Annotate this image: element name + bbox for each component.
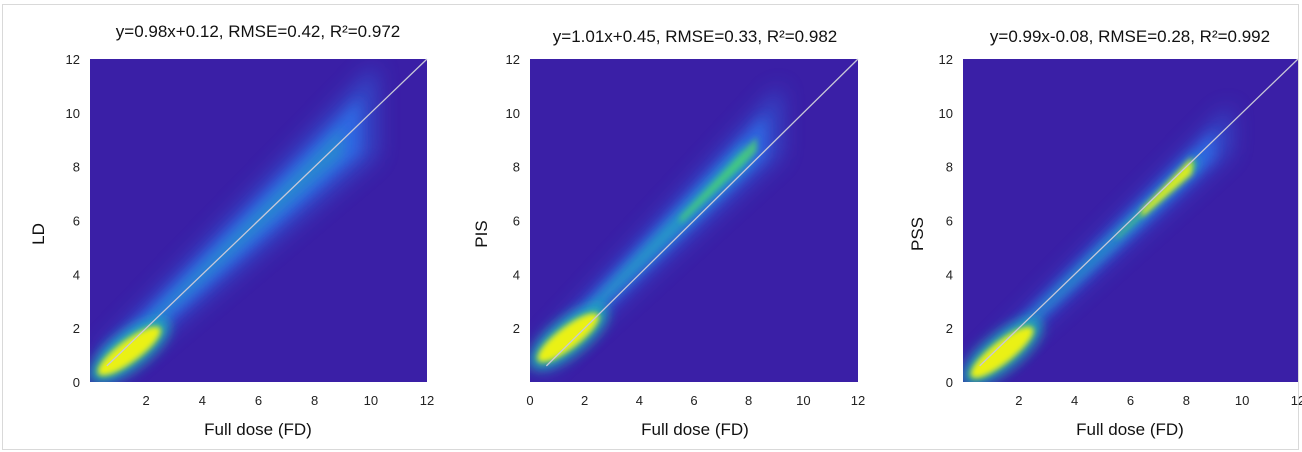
x-tick-label: 2 <box>1015 393 1022 408</box>
y-tick-label: 8 <box>73 160 80 175</box>
y-tick-label: 2 <box>73 321 80 336</box>
panel-title: y=0.99x-0.08, RMSE=0.28, R²=0.992 <box>990 27 1270 46</box>
density-band <box>590 141 749 315</box>
x-tick-label: 10 <box>796 393 810 408</box>
y-tick-label: 12 <box>506 52 520 67</box>
x-tick-label: 6 <box>1127 393 1134 408</box>
dense-cluster <box>970 326 1034 379</box>
density-plot <box>530 59 858 382</box>
y-tick-label: 2 <box>513 321 520 336</box>
x-axis-label: Full dose (FD) <box>1076 420 1184 439</box>
y-tick-label: 12 <box>66 52 80 67</box>
identity-line <box>106 58 428 367</box>
x-tick-label: 4 <box>199 393 206 408</box>
identity-line <box>979 58 1299 367</box>
y-tick-label: 0 <box>73 375 80 390</box>
y-tick-label: 6 <box>513 214 520 229</box>
y-tick-label: 8 <box>946 160 953 175</box>
panel-ld: y=0.98x+0.12, RMSE=0.42, R²=0.972 2 4 6 8 10… <box>29 22 434 439</box>
panel-title: y=0.98x+0.12, RMSE=0.42, R²=0.972 <box>116 22 400 41</box>
panel-title: y=1.01x+0.45, RMSE=0.33, R²=0.982 <box>553 27 837 46</box>
dense-cluster <box>97 326 161 376</box>
x-tick-label: 12 <box>851 393 865 408</box>
x-tick-label: 12 <box>1291 393 1302 408</box>
y-tick-label: 4 <box>513 267 520 282</box>
y-axis-label: PSS <box>908 217 927 251</box>
y-tick-label: 2 <box>946 321 953 336</box>
y-tick-label: 6 <box>946 214 953 229</box>
y-tick-label: 12 <box>939 52 953 67</box>
dense-cluster <box>537 313 600 363</box>
y-tick-label: 0 <box>946 375 953 390</box>
density-band <box>680 137 757 224</box>
x-axis-label: Full dose (FD) <box>641 420 749 439</box>
x-tick-label: 8 <box>311 393 318 408</box>
panel-pis: y=1.01x+0.45, RMSE=0.33, R²=0.982 0 2 4 6 8 1… <box>472 27 865 439</box>
x-tick-label: 10 <box>364 393 378 408</box>
density-band <box>1141 157 1192 218</box>
x-tick-label: 8 <box>745 393 752 408</box>
x-tick-label: 0 <box>526 393 533 408</box>
y-tick-label: 4 <box>73 267 80 282</box>
y-tick-label: 4 <box>946 267 953 282</box>
x-tick-label: 6 <box>690 393 697 408</box>
x-axis-label: Full dose (FD) <box>204 420 312 439</box>
y-tick-label: 10 <box>939 106 953 121</box>
x-tick-label: 2 <box>581 393 588 408</box>
panel-pss: y=0.99x-0.08, RMSE=0.28, R²=0.992 2 4 6 8 10… <box>908 27 1302 439</box>
y-tick-label: 10 <box>506 106 520 121</box>
x-tick-label: 8 <box>1183 393 1190 408</box>
x-tick-label: 4 <box>1071 393 1078 408</box>
y-tick-label: 8 <box>513 160 520 175</box>
x-tick-label: 4 <box>636 393 643 408</box>
identity-line <box>545 58 859 367</box>
x-tick-label: 6 <box>255 393 262 408</box>
y-tick-label: 6 <box>73 214 80 229</box>
figure-frame <box>2 4 1299 450</box>
y-axis-label: LD <box>29 223 48 245</box>
y-tick-label: 10 <box>66 106 80 121</box>
x-tick-label: 10 <box>1235 393 1249 408</box>
x-tick-label: 2 <box>143 393 150 408</box>
y-axis-label: PIS <box>472 220 491 247</box>
x-tick-label: 12 <box>420 393 434 408</box>
